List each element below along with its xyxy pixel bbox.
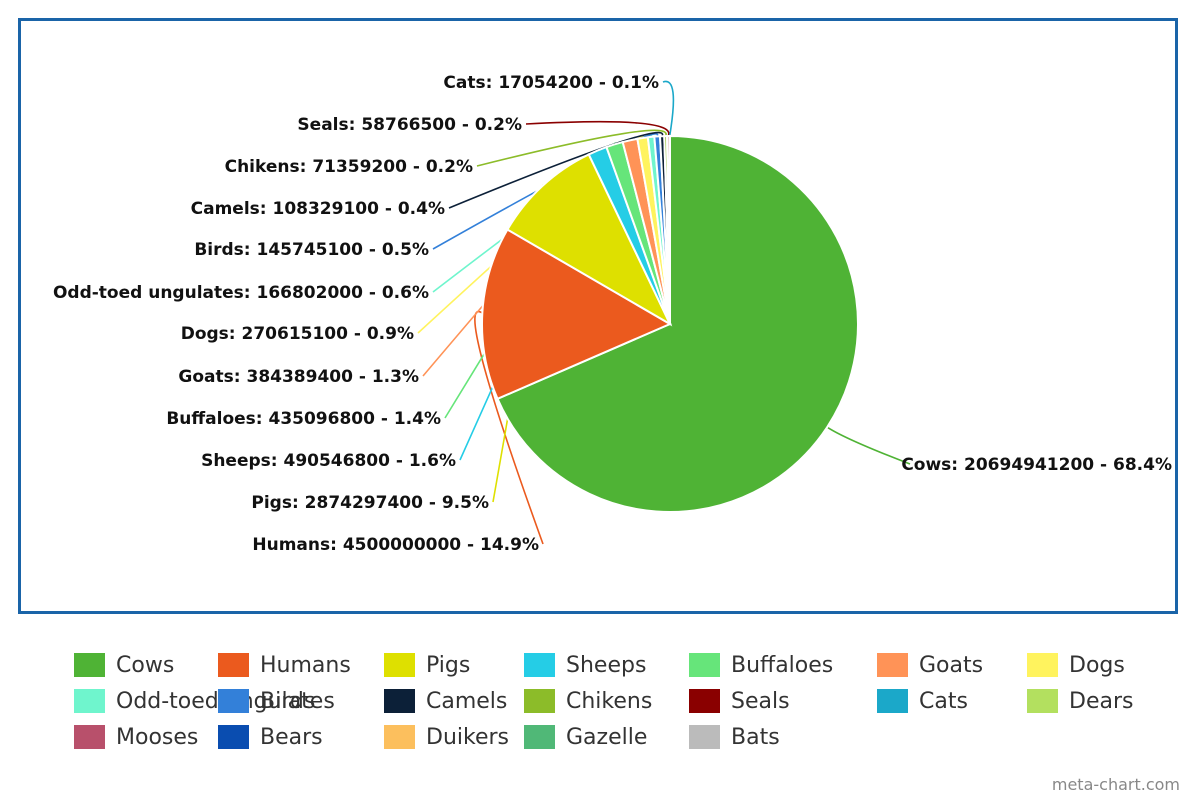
legend-item-chikens[interactable]: Chikens (524, 686, 652, 716)
legend-label: Seals (731, 688, 790, 714)
legend-label: Bats (731, 724, 780, 750)
legend-row: Cows Humans Pigs Sheeps Buffaloes Goats Dogs (74, 650, 1184, 686)
slice-labels: Cows: 20694941200 - 68.4% Humans: 4500000… (53, 73, 1172, 555)
pie-slices (481, 134, 859, 513)
legend-label: Sheeps (566, 652, 647, 678)
legend-swatch (74, 725, 105, 749)
slice-label-buffaloes: Buffaloes: 435096800 - 1.4% (166, 409, 441, 429)
legend-label: Cows (116, 652, 175, 678)
slice-label-dogs: Dogs: 270615100 - 0.9% (181, 324, 414, 344)
legend-swatch (689, 653, 720, 677)
legend-swatch (384, 725, 415, 749)
slice-label-chikens: Chikens: 71359200 - 0.2% (225, 157, 473, 177)
leader-line-chikens (476, 129, 667, 167)
legend-item-sheeps[interactable]: Sheeps (524, 650, 646, 680)
legend-item-dogs[interactable]: Dogs (1027, 650, 1125, 680)
slice-label-camels: Camels: 108329100 - 0.4% (191, 199, 445, 219)
legend-label: Goats (919, 652, 984, 678)
legend-swatch (218, 689, 249, 713)
legend-item-humans[interactable]: Humans (218, 650, 351, 680)
legend-swatch (74, 653, 105, 677)
legend-label: Bears (260, 724, 323, 750)
slice-label-humans: Humans: 4500000000 - 14.9% (252, 535, 539, 555)
leader-line-seals (525, 120, 670, 137)
legend-item-buffaloes[interactable]: Buffaloes (689, 650, 833, 680)
slice-label-sheeps: Sheeps: 490546800 - 1.6% (201, 451, 456, 471)
legend-item-camels[interactable]: Camels (384, 686, 507, 716)
legend-item-cats[interactable]: Cats (877, 686, 968, 716)
legend-label: Mooses (116, 724, 199, 750)
legend-row: Mooses Bears Duikers Gazelle Bats (74, 722, 1184, 758)
legend-label: Camels (426, 688, 508, 714)
legend-swatch (877, 689, 908, 713)
legend-item-cows[interactable]: Cows (74, 650, 174, 680)
legend-item-dears[interactable]: Dears (1027, 686, 1133, 716)
legend-swatch (689, 725, 720, 749)
pie-slice-cats[interactable] (668, 134, 671, 325)
legend-swatch (524, 725, 555, 749)
legend-label: Buffaloes (731, 652, 834, 678)
slice-label-pigs: Pigs: 2874297400 - 9.5% (251, 493, 489, 513)
slice-label-odd-toed-ungulates: Odd-toed ungulates: 166802000 - 0.6% (53, 283, 429, 303)
legend: Cows Humans Pigs Sheeps Buffaloes Goats Dogs Od… (74, 650, 1184, 758)
legend-swatch (384, 689, 415, 713)
legend-swatch (524, 653, 555, 677)
legend-label: Duikers (426, 724, 509, 750)
legend-swatch (1027, 653, 1058, 677)
legend-swatch (384, 653, 415, 677)
legend-label: Chikens (566, 688, 653, 714)
legend-label: Dears (1069, 688, 1134, 714)
legend-label: Pigs (426, 652, 471, 678)
legend-swatch (689, 689, 720, 713)
legend-item-bats[interactable]: Bats (689, 722, 780, 752)
slice-label-birds: Birds: 145745100 - 0.5% (194, 240, 429, 260)
legend-item-goats[interactable]: Goats (877, 650, 983, 680)
legend-swatch (1027, 689, 1058, 713)
pie-slice-cows[interactable] (496, 134, 859, 513)
legend-swatch (218, 653, 249, 677)
legend-item-pigs[interactable]: Pigs (384, 650, 470, 680)
chart-frame: Cows: 20694941200 - 68.4% Humans: 4500000… (18, 18, 1178, 614)
slice-label-seals: Seals: 58766500 - 0.2% (297, 115, 522, 135)
leader-line-cats (662, 80, 675, 137)
legend-item-seals[interactable]: Seals (689, 686, 790, 716)
legend-label: Cats (919, 688, 968, 714)
legend-item-mooses[interactable]: Mooses (74, 722, 198, 752)
pie-slice-pigs[interactable] (506, 153, 673, 327)
legend-row: Odd-toed ungulates Birds Camels Chikens Seal… (74, 686, 1184, 722)
legend-swatch (74, 689, 105, 713)
legend-item-bears[interactable]: Bears (218, 722, 323, 752)
pie-chart: Cows: 20694941200 - 68.4% Humans: 4500000… (53, 73, 1172, 555)
slice-label-cows: Cows: 20694941200 - 68.4% (901, 455, 1172, 475)
slice-label-cats: Cats: 17054200 - 0.1% (443, 73, 659, 93)
legend-label: Gazelle (566, 724, 648, 750)
leader-line-cows (826, 426, 911, 465)
legend-label: Humans (260, 652, 351, 678)
legend-item-gazelle[interactable]: Gazelle (524, 722, 647, 752)
slice-label-goats: Goats: 384389400 - 1.3% (178, 367, 419, 387)
legend-label: Dogs (1069, 652, 1125, 678)
legend-item-birds[interactable]: Birds (218, 686, 315, 716)
legend-label: Birds (260, 688, 316, 714)
legend-swatch (524, 689, 555, 713)
legend-item-duikers[interactable]: Duikers (384, 722, 509, 752)
chart-credit[interactable]: meta-chart.com (1051, 775, 1180, 794)
legend-swatch (877, 653, 908, 677)
legend-swatch (218, 725, 249, 749)
pie-slice-humans[interactable] (481, 228, 673, 401)
